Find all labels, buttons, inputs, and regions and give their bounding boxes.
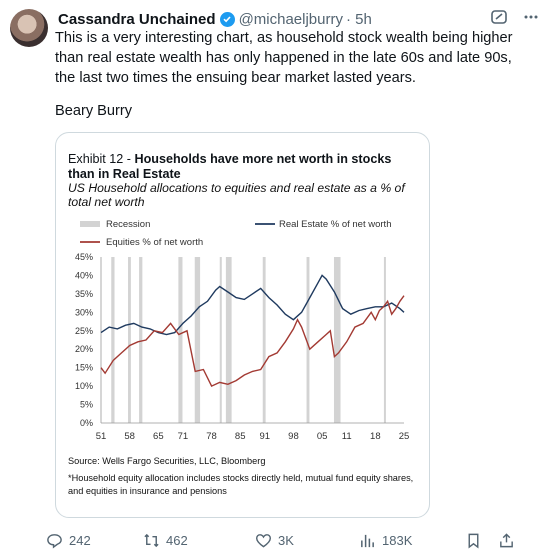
recession-band	[383, 257, 386, 423]
tweet-body: This is a very interesting chart, as hou…	[55, 30, 513, 86]
x-tick-label: 85	[235, 431, 246, 442]
legend-recession-label: Recession	[106, 219, 150, 230]
exhibit-label: Exhibit 12 -	[68, 152, 135, 166]
y-tick-label: 45%	[75, 252, 93, 262]
media-card[interactable]: Exhibit 12 - Households have more net wo…	[55, 132, 430, 518]
views-icon	[361, 534, 374, 547]
legend-recession-swatch	[80, 221, 100, 227]
reply-count: 242	[69, 532, 91, 548]
recession-band	[225, 257, 232, 423]
views-button[interactable]: 183K	[359, 532, 465, 549]
legend-equities-label: Equities % of net worth	[106, 237, 203, 248]
bookmark-icon[interactable]	[465, 532, 482, 549]
reply-icon	[47, 533, 62, 549]
x-tick-label: 25	[399, 431, 410, 442]
y-tick-label: 30%	[75, 307, 93, 317]
x-tick-label: 91	[259, 431, 270, 442]
recession-band	[139, 257, 143, 423]
more-options-icon[interactable]	[522, 8, 540, 30]
verified-badge-icon	[219, 11, 235, 27]
x-tick-label: 71	[178, 431, 189, 442]
view-count: 183K	[382, 532, 413, 548]
share-group	[465, 532, 515, 549]
tweet-text: This is a very interesting chart, as hou…	[55, 28, 525, 88]
y-tick-label: 5%	[80, 400, 93, 410]
grok-icon[interactable]	[490, 8, 508, 30]
exhibit-subtitle: US Household allocations to equities and…	[68, 181, 405, 209]
recession-band	[128, 257, 131, 423]
y-tick-label: 10%	[75, 381, 93, 391]
recession-band	[262, 257, 266, 423]
exhibit-title: Exhibit 12 - Households have more net wo…	[68, 152, 418, 181]
author-name[interactable]: Cassandra Unchained	[58, 10, 216, 28]
x-tick-label: 51	[96, 431, 107, 442]
y-tick-label: 25%	[75, 326, 93, 336]
x-tick-label: 65	[153, 431, 164, 442]
legend-real-estate-label: Real Estate % of net worth	[279, 219, 391, 230]
share-icon[interactable]	[498, 532, 515, 549]
like-button[interactable]: 3K	[255, 532, 359, 549]
recession-band	[178, 257, 183, 423]
recession-band	[333, 257, 341, 423]
chart-source: Source: Wells Fargo Securities, LLC, Blo…	[68, 456, 266, 466]
repost-button[interactable]: 462	[143, 532, 255, 549]
repost-icon	[144, 533, 159, 547]
y-tick-label: 20%	[75, 344, 93, 354]
chart-footnote: *Household equity allocation includes st…	[68, 473, 414, 496]
x-tick-label: 05	[317, 431, 328, 442]
y-tick-label: 0%	[80, 418, 93, 428]
x-tick-label: 78	[206, 431, 217, 442]
y-tick-label: 40%	[75, 270, 93, 280]
x-tick-label: 11	[342, 431, 352, 442]
chart: 45% 40% 35% 30% 25% 20% 15% 10% 5% 0%51 58 65 71 78 85…	[75, 219, 410, 442]
like-count: 3K	[278, 532, 294, 548]
y-tick-label: 35%	[75, 289, 93, 299]
tweet-signature: Beary Burry	[55, 103, 133, 119]
author-handle[interactable]: @michaeljburry	[238, 10, 343, 28]
heart-icon	[255, 533, 272, 548]
equities-line	[100, 295, 405, 388]
tweet-time[interactable]: · 5h	[345, 10, 372, 28]
recession-band	[306, 257, 310, 423]
y-tick-label: 15%	[75, 363, 93, 373]
exhibit-headline: Households have more net worth in stocks…	[68, 152, 392, 181]
recession-band	[219, 257, 222, 423]
repost-count: 462	[166, 532, 188, 548]
x-tick-label: 98	[288, 431, 299, 442]
recession-band	[194, 257, 201, 423]
action-bar: 242 462 3K 183K	[46, 530, 536, 550]
x-tick-label: 18	[370, 431, 381, 442]
x-tick-label: 58	[124, 431, 135, 442]
tweet-header: Cassandra Unchained @michaeljburry · 5h	[58, 9, 540, 29]
avatar[interactable]	[10, 9, 48, 47]
recession-band	[111, 257, 115, 423]
reply-button[interactable]: 242	[46, 532, 143, 549]
